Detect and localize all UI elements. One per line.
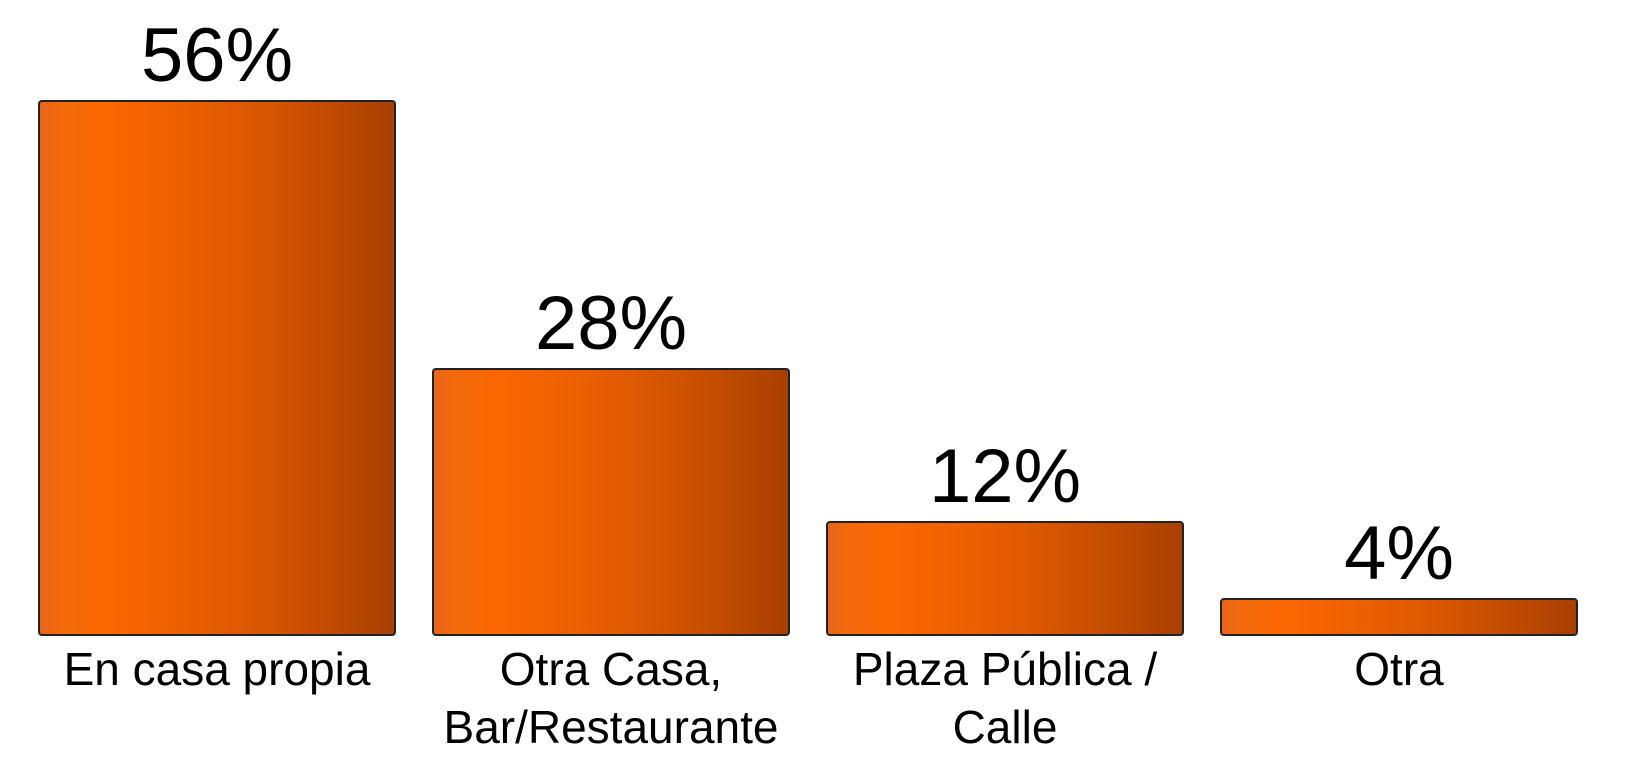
category-label: Otra Casa, Bar/Restaurante xyxy=(443,643,779,753)
bar xyxy=(38,100,396,636)
bar xyxy=(826,521,1184,636)
category-label: Otra xyxy=(1354,643,1444,695)
value-label: 12% xyxy=(928,434,1082,520)
bar xyxy=(1220,597,1578,636)
bar xyxy=(432,368,790,636)
value-label: 4% xyxy=(1344,510,1454,596)
category-label: En casa propia xyxy=(63,643,371,695)
value-label: 28% xyxy=(534,281,688,366)
value-label: 56% xyxy=(140,13,294,98)
category-label: Plaza Pública / Calle xyxy=(852,643,1158,753)
